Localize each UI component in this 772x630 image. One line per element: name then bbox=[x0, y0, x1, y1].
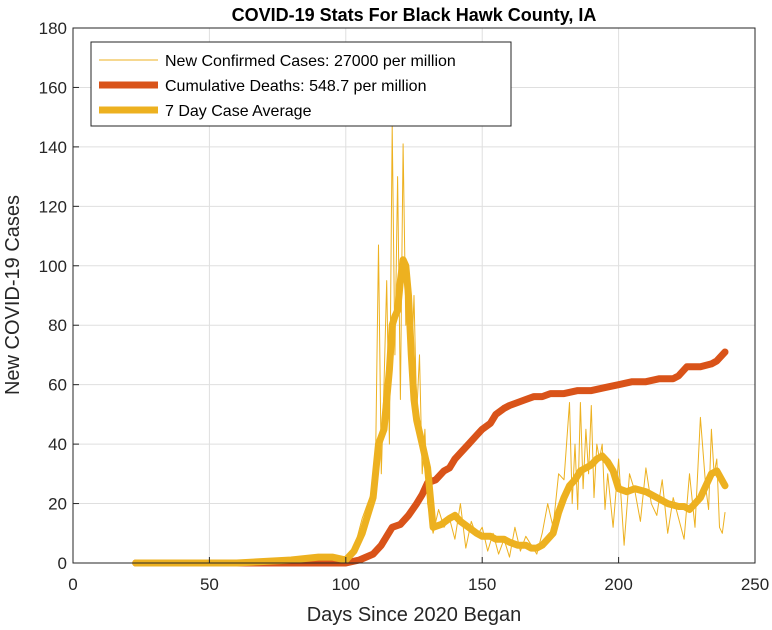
y-tick-label: 140 bbox=[39, 138, 67, 157]
x-tick-label: 50 bbox=[200, 575, 219, 594]
y-tick-label: 40 bbox=[48, 435, 67, 454]
y-axis-label: New COVID-19 Cases bbox=[2, 195, 24, 395]
y-tick-label: 160 bbox=[39, 78, 67, 97]
y-tick-label: 20 bbox=[48, 495, 67, 514]
series-line-2 bbox=[132, 256, 729, 567]
legend-entry-2: 7 Day Case Average bbox=[165, 103, 312, 120]
legend-entry-0: New Confirmed Cases: 27000 per million bbox=[165, 53, 456, 70]
series-line-1 bbox=[132, 348, 729, 567]
x-tick-label: 250 bbox=[741, 575, 769, 594]
x-tick-label: 100 bbox=[332, 575, 360, 594]
ticks: 0 50 100 150 200 250 0 20 40 60 80 100 120 140 160 180 bbox=[39, 19, 770, 594]
series-layer bbox=[132, 125, 729, 567]
y-tick-label: 120 bbox=[39, 197, 67, 216]
y-tick-label: 0 bbox=[58, 554, 67, 573]
y-tick-label: 60 bbox=[48, 376, 67, 395]
x-tick-label: 0 bbox=[68, 575, 77, 594]
x-tick-label: 200 bbox=[604, 575, 632, 594]
plot-frame bbox=[72, 27, 756, 564]
y-tick-label: 180 bbox=[39, 19, 67, 38]
legend-entry-1: Cumulative Deaths: 548.7 per million bbox=[165, 78, 426, 95]
series-line-0 bbox=[135, 125, 726, 564]
legend: New Confirmed Cases: 27000 per million Cu… bbox=[90, 41, 512, 127]
chart-title: COVID-19 Stats For Black Hawk County, IA bbox=[232, 5, 597, 25]
x-tick-label: 150 bbox=[468, 575, 496, 594]
legend-box bbox=[90, 41, 512, 127]
y-tick-label: 80 bbox=[48, 316, 67, 335]
x-axis-label: Days Since 2020 Began bbox=[307, 604, 522, 626]
y-tick-label: 100 bbox=[39, 257, 67, 276]
